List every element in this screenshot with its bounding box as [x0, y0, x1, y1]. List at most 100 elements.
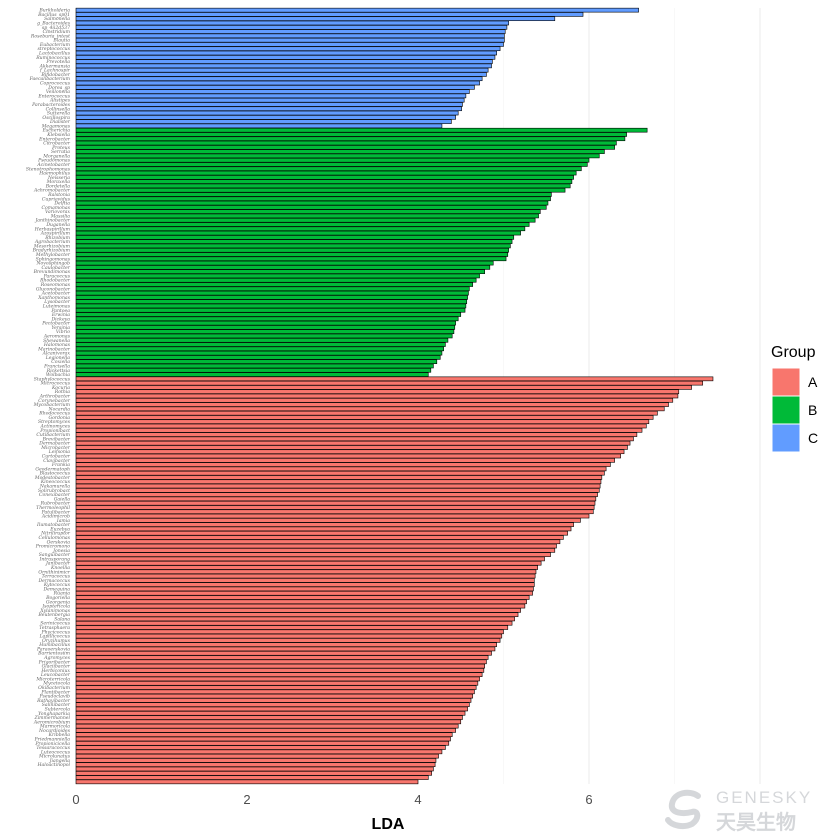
- bar-C: [75, 123, 443, 129]
- bar-A: [75, 685, 477, 690]
- category-label: Beutenbergia: [37, 612, 70, 618]
- category-label: Nocardia: [48, 406, 71, 412]
- category-label: Coxiella: [51, 359, 70, 365]
- bar-A: [75, 380, 704, 386]
- category-label: Variovorax: [45, 209, 70, 215]
- bar-A: [75, 449, 625, 455]
- bar-B: [75, 183, 571, 189]
- category-label: Intrasporang: [39, 556, 71, 562]
- category-label: Salana: [54, 616, 70, 622]
- bar-B: [75, 329, 455, 334]
- category-label: Microbacter: [40, 445, 71, 451]
- category-label: Mycetocola: [42, 681, 70, 687]
- category-label: Rathayibacter: [36, 698, 71, 704]
- bar-A: [75, 586, 534, 592]
- bar-A: [75, 539, 561, 545]
- category-label: Kytococcus: [43, 582, 71, 588]
- category-label: Rhodobacter: [39, 278, 71, 284]
- bar-A: [75, 436, 634, 442]
- category-label: Oryzihumus: [42, 638, 71, 644]
- bar-C: [75, 59, 493, 64]
- category-label: Erwinia: [51, 312, 70, 318]
- bar-A: [75, 509, 594, 515]
- category-label: Proteus: [51, 145, 71, 151]
- bar-A: [75, 582, 535, 587]
- bar-A: [75, 470, 605, 476]
- bar-A: [75, 706, 468, 712]
- category-label: Pantoea: [50, 308, 70, 314]
- bar-A: [75, 530, 568, 536]
- category-label: Bifidobacter: [40, 72, 70, 78]
- bar-C: [75, 33, 505, 39]
- bar-B: [75, 157, 590, 163]
- bar-B: [75, 320, 456, 326]
- bar-A: [75, 642, 497, 647]
- bar-A: [75, 612, 519, 617]
- bar-B: [75, 367, 432, 373]
- bar-B: [75, 337, 449, 343]
- category-label: Zimmermannel: [34, 715, 71, 721]
- bar-C: [75, 76, 483, 82]
- bar-A: [75, 578, 535, 583]
- bar-B: [75, 136, 626, 142]
- bar-A: [75, 625, 509, 630]
- x-tick-label: 4: [414, 792, 421, 807]
- category-label: Achromobacter: [33, 188, 71, 194]
- category-label: Alistipes: [49, 98, 71, 104]
- category-label: f_Lachnospir: [39, 68, 71, 74]
- bar-B: [75, 222, 530, 227]
- bar-C: [75, 12, 584, 17]
- bar-A: [75, 650, 492, 656]
- bar-A: [75, 646, 496, 652]
- genesky-logo-icon: [665, 789, 701, 830]
- bar-C: [75, 89, 470, 94]
- category-label: Friedmanniella: [34, 736, 71, 742]
- bar-A: [75, 428, 643, 433]
- category-label: Bradyrhizobium: [32, 248, 71, 254]
- bar-C: [75, 20, 509, 26]
- bar-A: [75, 492, 598, 497]
- bar-B: [75, 252, 509, 257]
- x-tick-label: 2: [243, 792, 250, 807]
- bar-A: [75, 638, 501, 643]
- bar-A: [75, 595, 530, 600]
- category-label: Janthinobacter: [34, 218, 70, 224]
- category-label: Terracoccus: [42, 574, 71, 580]
- category-label: streptococcus: [38, 46, 71, 52]
- legend-label-A: A: [808, 374, 818, 390]
- bar-B: [75, 235, 515, 240]
- category-label: Yonghaparkia: [38, 711, 70, 717]
- bar-C: [75, 37, 505, 43]
- bar-A: [75, 663, 485, 669]
- category-label: Brevibacter: [42, 436, 71, 442]
- category-label: Mesorhizobium: [33, 243, 71, 249]
- category-label: Caulobacter: [42, 265, 71, 271]
- category-label: Ornithinimicr: [38, 569, 70, 575]
- bar-C: [75, 63, 492, 69]
- bar-A: [75, 616, 515, 622]
- bar-A: [75, 535, 564, 540]
- category-label: Thermoleophil: [36, 505, 70, 511]
- category-label: Duganella: [45, 222, 70, 228]
- bar-A: [75, 488, 600, 493]
- category-label: Collinsella: [46, 106, 71, 112]
- bar-A: [75, 779, 419, 785]
- bar-A: [75, 415, 654, 420]
- bar-A: [75, 410, 658, 416]
- category-label: Morganella: [42, 153, 70, 159]
- bar-C: [75, 110, 459, 116]
- category-label: Legionella: [45, 355, 71, 361]
- category-label: Brevundimonas: [33, 269, 71, 275]
- category-label: Streptomyces: [38, 419, 71, 425]
- category-label: Parabacteroides: [31, 102, 70, 108]
- bar-B: [75, 226, 526, 232]
- bar-A: [75, 676, 480, 682]
- category-label: Cutibacterium: [36, 432, 70, 438]
- bar-A: [75, 440, 631, 446]
- category-label: Acetobacter: [41, 291, 71, 297]
- category-label: Barrientosiim: [37, 651, 71, 657]
- genesky-watermark: GENESKY 天昊生物: [664, 786, 828, 834]
- category-label: Blautia: [52, 38, 70, 44]
- bar-B: [75, 273, 480, 279]
- bar-C: [75, 42, 504, 47]
